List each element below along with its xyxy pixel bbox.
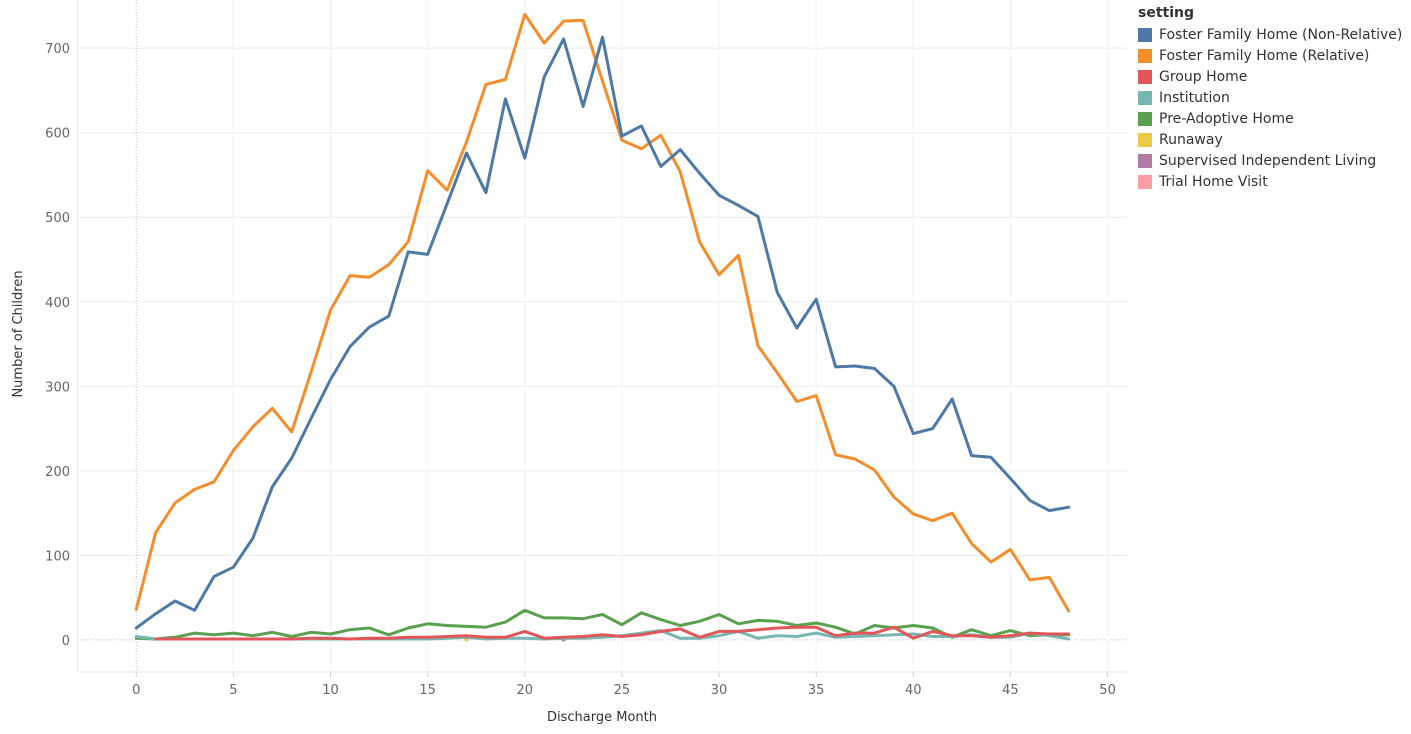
series-line-pre-adoptive-home[interactable] (134, 608, 1071, 641)
x-tick-label: 5 (229, 683, 237, 698)
legend-item-supervised-independent-living[interactable]: Supervised Independent Living (1138, 150, 1408, 171)
legend-swatch (1138, 174, 1152, 189)
legend-label: Trial Home Visit (1159, 173, 1268, 190)
legend-label: Foster Family Home (Relative) (1159, 47, 1370, 64)
legend-label: Pre-Adoptive Home (1159, 110, 1294, 127)
legend: setting Foster Family Home (Non-Relative… (1138, 4, 1408, 192)
legend-label: Supervised Independent Living (1159, 152, 1377, 169)
legend-title: setting (1138, 5, 1194, 21)
legend-swatch (1138, 27, 1152, 42)
axes: 0 100 200 300 400 500 600 700 0 5 10 15 20 25 30 35 40 45… (45, 0, 1127, 698)
legend-item-foster-family-home-relative[interactable]: Foster Family Home (Relative) (1138, 45, 1408, 66)
x-tick-label: 10 (322, 683, 339, 698)
x-tick-label: 45 (1002, 683, 1019, 698)
legend-swatch (1138, 90, 1152, 105)
y-tick-label: 100 (45, 549, 70, 564)
y-axis-title: Number of Children (11, 270, 26, 397)
y-tick-label: 200 (45, 465, 70, 480)
x-tick-label: 30 (711, 683, 728, 698)
legend-swatch (1138, 153, 1152, 168)
legend-label: Institution (1159, 89, 1230, 106)
y-tick-label: 700 (45, 42, 70, 57)
x-tick-label: 40 (905, 683, 922, 698)
x-tick-label: 35 (808, 683, 825, 698)
y-tick-label: 600 (45, 127, 70, 142)
legend-swatch (1138, 132, 1152, 147)
x-tick-label: 0 (132, 683, 140, 698)
y-tick-label: 500 (45, 211, 70, 226)
series-line-group-home[interactable] (154, 625, 1071, 641)
series-line-foster-family-home-non-relative[interactable] (134, 35, 1071, 630)
legend-items: Foster Family Home (Non-Relative) Foster … (1138, 24, 1408, 192)
legend-label: Group Home (1159, 68, 1248, 85)
x-axis-title: Discharge Month (547, 710, 657, 725)
x-tick-label: 15 (419, 683, 436, 698)
legend-item-pre-adoptive-home[interactable]: Pre-Adoptive Home (1138, 108, 1408, 129)
x-tick-label: 50 (1099, 683, 1116, 698)
y-tick-label: 0 (62, 634, 70, 649)
gridlines (78, 0, 1127, 672)
legend-item-institution[interactable]: Institution (1138, 87, 1408, 108)
y-tick-label: 400 (45, 296, 70, 311)
legend-swatch (1138, 111, 1152, 126)
legend-label: Foster Family Home (Non-Relative) (1159, 26, 1403, 43)
legend-swatch (1138, 69, 1152, 84)
series-line-foster-family-home-relative[interactable] (134, 12, 1071, 613)
legend-item-group-home[interactable]: Group Home (1138, 66, 1408, 87)
legend-label: Runaway (1159, 131, 1223, 148)
x-tick-label: 25 (614, 683, 631, 698)
series-lines (134, 12, 1071, 642)
x-tick-label: 20 (517, 683, 534, 698)
legend-item-trial-home-visit[interactable]: Trial Home Visit (1138, 171, 1408, 192)
legend-item-runaway[interactable]: Runaway (1138, 129, 1408, 150)
y-tick-label: 300 (45, 380, 70, 395)
legend-item-foster-family-home-non-relative[interactable]: Foster Family Home (Non-Relative) (1138, 24, 1408, 45)
legend-swatch (1138, 48, 1152, 63)
